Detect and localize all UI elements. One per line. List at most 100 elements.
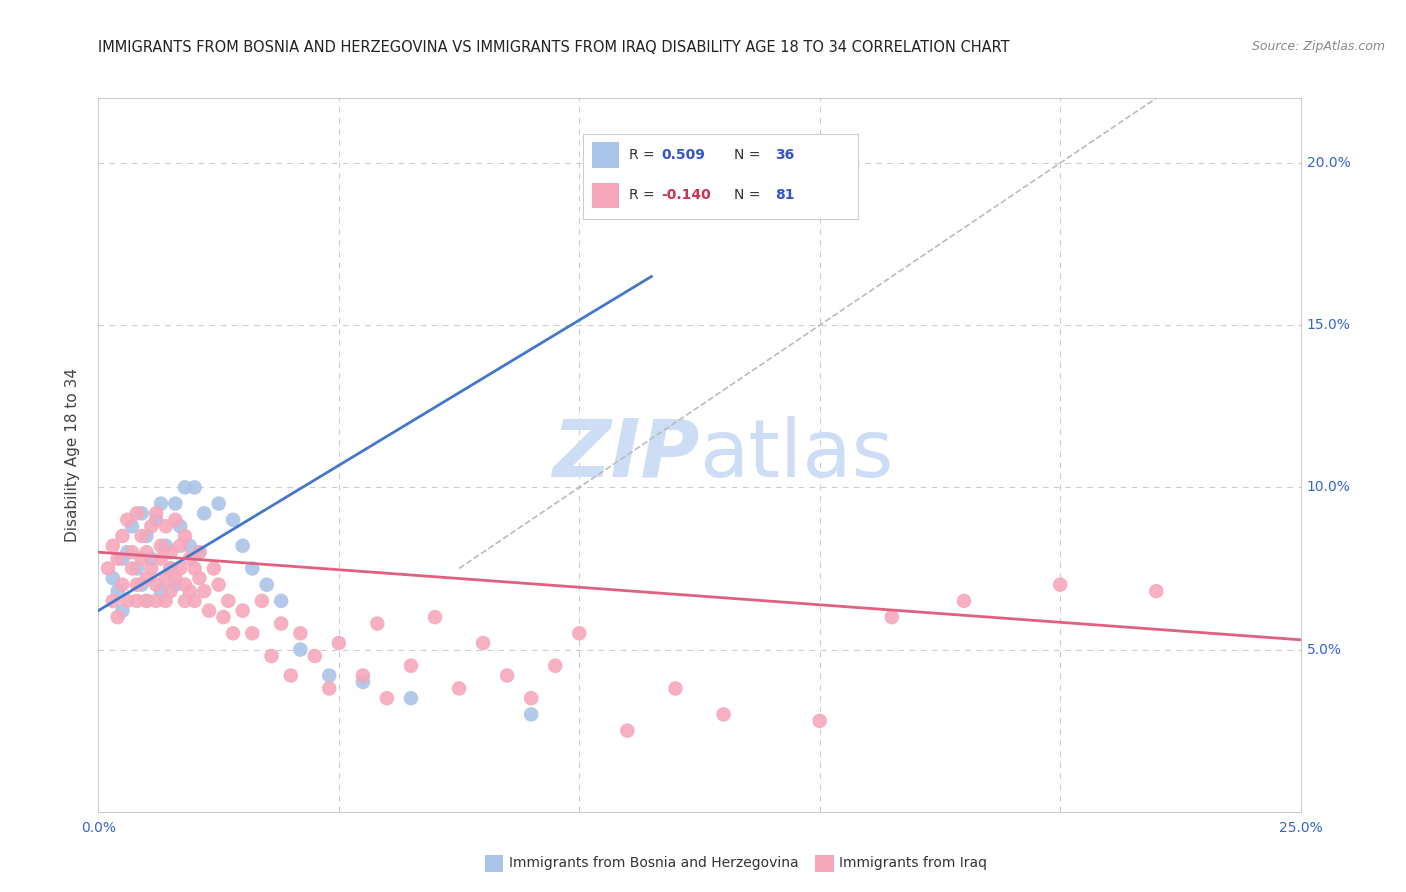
Bar [592,183,619,209]
Bar [592,143,619,168]
Point [121,545,143,559]
Point [107,551,129,566]
Text: 36: 36 [776,148,794,162]
Point [352,675,374,690]
Point [256,577,278,591]
Point [169,539,191,553]
Text: N =: N = [734,188,765,202]
Point [280,668,302,682]
Point [174,594,197,608]
Text: R =: R = [628,148,659,162]
Point [141,551,163,566]
Point [240,626,263,640]
Text: 15.0%: 15.0% [1306,318,1350,332]
Point [183,561,205,575]
Point [472,636,495,650]
Point [399,658,422,673]
Point [183,594,205,608]
Point [318,681,340,696]
Point [217,594,239,608]
Point [880,610,903,624]
Point [352,668,374,682]
Point [131,577,153,591]
Text: 81: 81 [776,188,794,202]
Point [125,506,148,520]
Point [131,551,153,566]
Point [141,519,163,533]
Point [141,561,163,575]
Point [101,539,124,553]
Point [520,691,543,706]
Text: 0.509: 0.509 [662,148,706,162]
Point [193,506,215,520]
Point [290,626,312,640]
Point [174,577,197,591]
Point [198,604,221,618]
Point [179,584,201,599]
Point [111,529,134,543]
Y-axis label: Disability Age 18 to 34: Disability Age 18 to 34 [65,368,80,542]
Point [399,691,422,706]
Point [159,561,181,575]
Point [520,707,543,722]
Point [953,594,976,608]
Point [135,529,157,543]
Point [121,519,143,533]
Text: -0.140: -0.140 [662,188,711,202]
Point [270,594,292,608]
Point [544,658,567,673]
Point [188,545,211,559]
Point [149,584,172,599]
Point [713,707,735,722]
Point [165,577,187,591]
Point [155,571,177,585]
Point [117,513,139,527]
Point [174,529,197,543]
Point [165,513,187,527]
Point [155,519,177,533]
Point [101,571,124,585]
Point [188,545,211,559]
Point [159,584,181,599]
Point [202,561,225,575]
Text: 10.0%: 10.0% [1306,481,1350,494]
Point [135,571,157,585]
Text: ZIP: ZIP [553,416,699,494]
Point [212,610,235,624]
Point [193,584,215,599]
Point [240,561,263,575]
Point [101,594,124,608]
Point [159,561,181,575]
Point [304,648,326,663]
Point [232,604,254,618]
Point [125,594,148,608]
Point [107,610,129,624]
Point [250,594,273,608]
Point [1144,584,1167,599]
Point [222,513,245,527]
Point [135,594,157,608]
Point [568,626,591,640]
Point [131,506,153,520]
Point [208,577,231,591]
Point [111,551,134,566]
Point [155,539,177,553]
Point [496,668,519,682]
Point [159,545,181,559]
Text: Immigrants from Bosnia and Herzegovina: Immigrants from Bosnia and Herzegovina [509,856,799,871]
Point [117,545,139,559]
Point [149,551,172,566]
Text: Source: ZipAtlas.com: Source: ZipAtlas.com [1251,40,1385,54]
Point [165,571,187,585]
Point [616,723,638,738]
Text: atlas: atlas [699,416,894,494]
Point [135,545,157,559]
Point [145,506,167,520]
Point [165,497,187,511]
Point [366,616,388,631]
Text: IMMIGRANTS FROM BOSNIA AND HERZEGOVINA VS IMMIGRANTS FROM IRAQ DISABILITY AGE 18: IMMIGRANTS FROM BOSNIA AND HERZEGOVINA V… [98,40,1010,55]
Point [131,529,153,543]
Point [174,480,197,494]
Point [117,594,139,608]
Point [135,594,157,608]
